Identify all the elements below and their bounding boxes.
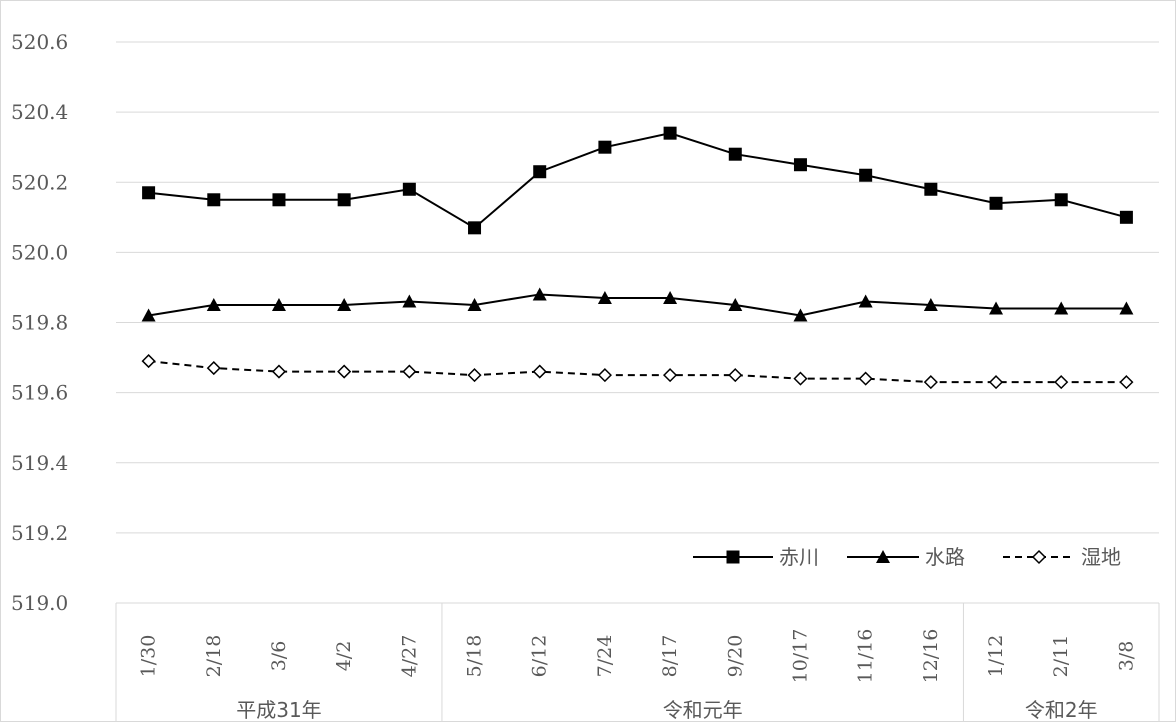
series-line [148, 360, 1127, 384]
y-tick-label: 520.2 [11, 170, 68, 194]
data-point-diamond [597, 368, 612, 383]
data-point-diamond [337, 364, 352, 379]
x-tick-label: 1/30 [138, 635, 160, 678]
x-tick-label: 2/18 [203, 635, 225, 678]
data-point-diamond [663, 368, 678, 383]
data-point-triangle [876, 550, 890, 563]
data-point-diamond [1119, 375, 1134, 390]
data-point-square [924, 182, 938, 196]
x-tick-label: 3/8 [1115, 641, 1137, 672]
data-point-diamond [923, 375, 938, 390]
x-tick-label: 6/12 [529, 635, 551, 678]
x-tick-label: 8/17 [659, 635, 681, 678]
data-point-square [598, 140, 612, 154]
series-diamond-open [141, 354, 1134, 390]
x-tick-label: 4/2 [333, 641, 355, 672]
x-tick-label: 12/16 [920, 629, 942, 684]
data-point-triangle [141, 308, 156, 322]
data-point-triangle [1054, 301, 1069, 315]
x-tick-label: 5/18 [464, 635, 486, 678]
data-point-triangle [923, 297, 938, 311]
data-point-triangle [337, 297, 352, 311]
data-point-square [859, 168, 873, 182]
data-point-square [728, 147, 742, 161]
data-point-diamond [141, 354, 156, 369]
data-point-triangle [206, 297, 221, 311]
x-tick-label: 11/16 [855, 629, 877, 684]
data-point-triangle [728, 297, 743, 311]
x-tick-label: 9/20 [724, 635, 746, 678]
series-square [142, 126, 1133, 235]
legend-entry: 湿地 [1003, 545, 1121, 569]
data-point-square [726, 550, 740, 564]
y-tick-label: 519.8 [11, 311, 68, 335]
data-point-square [402, 182, 416, 196]
x-tick-label: 7/24 [594, 635, 616, 678]
data-point-diamond [793, 371, 808, 386]
data-point-square [533, 165, 547, 179]
data-point-triangle [467, 297, 482, 311]
y-tick-label: 520.4 [11, 100, 68, 124]
legend-entry: 赤川 [693, 545, 819, 569]
legend-entry: 水路 [847, 545, 965, 569]
data-point-square [663, 126, 677, 140]
data-point-triangle [532, 287, 547, 301]
data-point-diamond [402, 364, 417, 379]
data-point-square [207, 193, 221, 207]
y-tick-label: 519.6 [11, 381, 68, 405]
y-tick-label: 519.4 [11, 451, 68, 475]
legend-label: 水路 [925, 545, 965, 569]
data-point-diamond [728, 368, 743, 383]
data-point-triangle [402, 294, 417, 308]
data-point-triangle [793, 308, 808, 322]
y-tick-label: 519.2 [11, 521, 68, 545]
data-point-triangle [663, 290, 678, 304]
data-point-square [793, 158, 807, 172]
x-tick-label: 1/12 [985, 635, 1007, 678]
x-tick-label: 2/11 [1050, 635, 1072, 678]
data-point-diamond [988, 375, 1004, 390]
y-tick-label: 520.6 [11, 30, 68, 54]
data-point-triangle [1119, 301, 1134, 315]
x-tick-label: 3/6 [268, 641, 290, 672]
legend-label: 赤川 [779, 545, 819, 569]
data-point-diamond [858, 371, 873, 386]
series-line [148, 132, 1127, 230]
x-tick-label: 4/27 [398, 635, 420, 678]
data-point-square [1054, 193, 1068, 207]
data-point-triangle [271, 297, 286, 311]
data-point-diamond [532, 364, 547, 379]
data-point-square [272, 193, 286, 207]
group-label: 令和元年 [663, 698, 743, 721]
series-line [148, 293, 1127, 317]
data-point-square [989, 196, 1003, 210]
legend-label: 湿地 [1081, 545, 1121, 569]
data-point-square [1119, 210, 1133, 224]
y-tick-label: 520.0 [11, 240, 68, 264]
y-tick-label: 519.0 [11, 591, 68, 615]
x-tick-label: 10/17 [789, 629, 811, 684]
series-triangle [141, 287, 1134, 322]
group-label: 令和2年 [1025, 698, 1098, 721]
data-point-triangle [858, 294, 873, 308]
data-point-diamond [1031, 549, 1047, 565]
data-point-diamond [206, 361, 221, 376]
data-point-diamond [467, 368, 482, 383]
data-point-triangle [597, 290, 612, 304]
data-point-square [337, 193, 351, 207]
data-point-triangle [989, 301, 1004, 315]
data-point-square [468, 221, 482, 235]
data-point-diamond [271, 364, 287, 379]
data-point-square [142, 186, 156, 200]
data-point-diamond [1054, 375, 1069, 390]
group-label: 平成31年 [236, 698, 321, 721]
